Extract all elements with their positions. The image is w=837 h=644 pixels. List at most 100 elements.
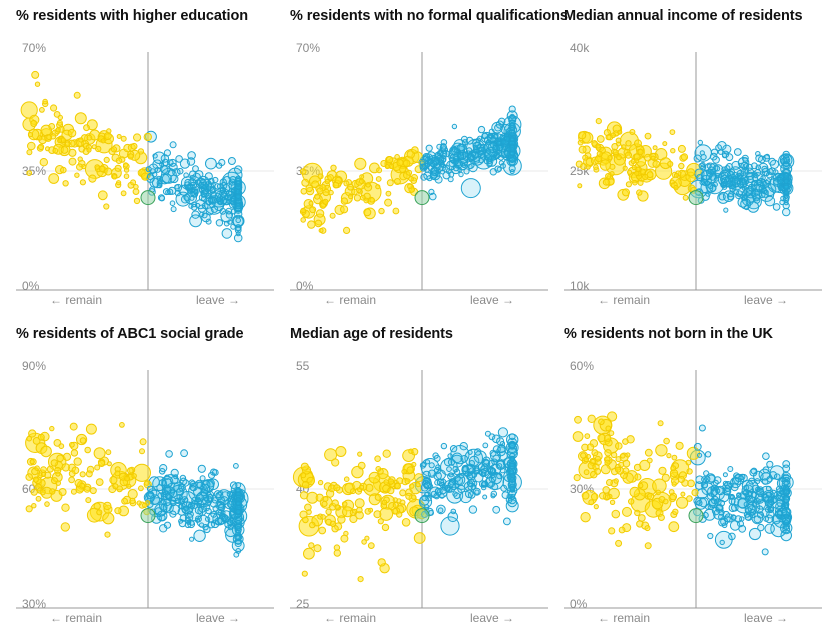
leave-point [187,151,196,160]
leave-point [731,179,738,186]
leave-point [763,171,770,177]
leave-point [702,482,708,489]
leave-point [145,490,155,500]
remain-point [32,476,39,483]
remain-point [130,142,138,150]
leave-point [226,490,234,498]
leave-point [715,144,723,152]
leave-point [700,161,706,168]
leave-point [462,466,469,473]
remain-point [364,535,370,541]
remain-point [365,182,371,188]
leave-point [169,504,181,516]
leave-point [756,511,765,519]
leave-point [755,164,762,171]
leave-point [169,510,177,518]
remain-point [322,496,329,502]
remain-point [348,193,354,200]
remain-point [644,542,652,550]
remain-point [388,163,395,170]
leave-point [176,487,185,496]
leave-point [783,194,789,199]
remain-point [609,499,616,506]
leave-point [765,491,773,498]
remain-point [42,98,48,105]
scatter-panel: % residents with higher education 70% 35% 0… [16,8,289,326]
leave-point [436,143,443,150]
remain-point [394,154,400,160]
x-label-remain: ← remain [598,611,650,625]
leave-point [509,150,515,157]
leave-point [736,173,743,180]
remain-point [607,155,613,161]
leave-point [430,162,436,168]
leave-point [468,505,478,514]
leave-point [206,478,215,488]
leave-point [783,178,789,184]
leave-point [212,176,219,184]
leave-point [710,486,716,492]
leave-point [697,452,703,458]
remain-point [415,482,421,488]
remain-point [670,148,676,154]
remain-point [586,454,591,459]
leave-point [202,494,210,502]
remain-point [581,491,590,500]
remain-point [616,141,621,147]
leave-point [737,520,744,528]
remain-point [299,168,307,175]
remain-point [399,165,407,174]
remain-point [615,456,622,463]
remain-point [615,539,623,547]
remain-point [79,179,87,186]
leave-point [151,171,158,178]
leave-point [741,190,748,196]
leave-point [782,207,791,217]
remain-point [50,459,58,467]
remain-point [629,486,641,498]
remain-point [318,228,324,233]
leave-point [163,149,171,157]
leave-point [707,492,715,500]
leave-point [702,511,709,519]
remain-point [73,91,81,99]
remain-point [131,473,137,479]
remain-point [340,534,349,543]
remain-point [305,184,314,193]
x-label-remain: ← remain [50,293,102,307]
remain-point [302,516,309,524]
leave-point [743,501,750,508]
leave-point [474,465,480,472]
leave-point [229,481,238,489]
remain-point [79,437,87,444]
leave-point [728,532,736,541]
leave-point [783,513,790,520]
remain-point [111,174,118,180]
leave-point [423,477,429,483]
remain-point [399,489,407,497]
remain-point [580,452,587,459]
leave-point [458,472,465,479]
remain-point [315,493,324,502]
leave-point [446,466,452,473]
remain-point [29,459,35,465]
remain-point [384,164,390,170]
leave-point [235,500,241,506]
leave-point [712,155,720,164]
leave-point [195,493,203,501]
leave-point [492,505,501,514]
remain-point [317,173,324,180]
remain-point [580,512,591,523]
remain-point [608,430,615,436]
remain-point [301,178,310,187]
remain-point [91,144,97,150]
leave-point [180,449,189,458]
remain-point [325,508,332,516]
remain-point [686,495,693,502]
leave-point [721,522,728,529]
remain-point [367,542,375,550]
leave-point [235,217,241,224]
leave-point [509,122,515,129]
x-label-remain: ← remain [324,293,376,307]
